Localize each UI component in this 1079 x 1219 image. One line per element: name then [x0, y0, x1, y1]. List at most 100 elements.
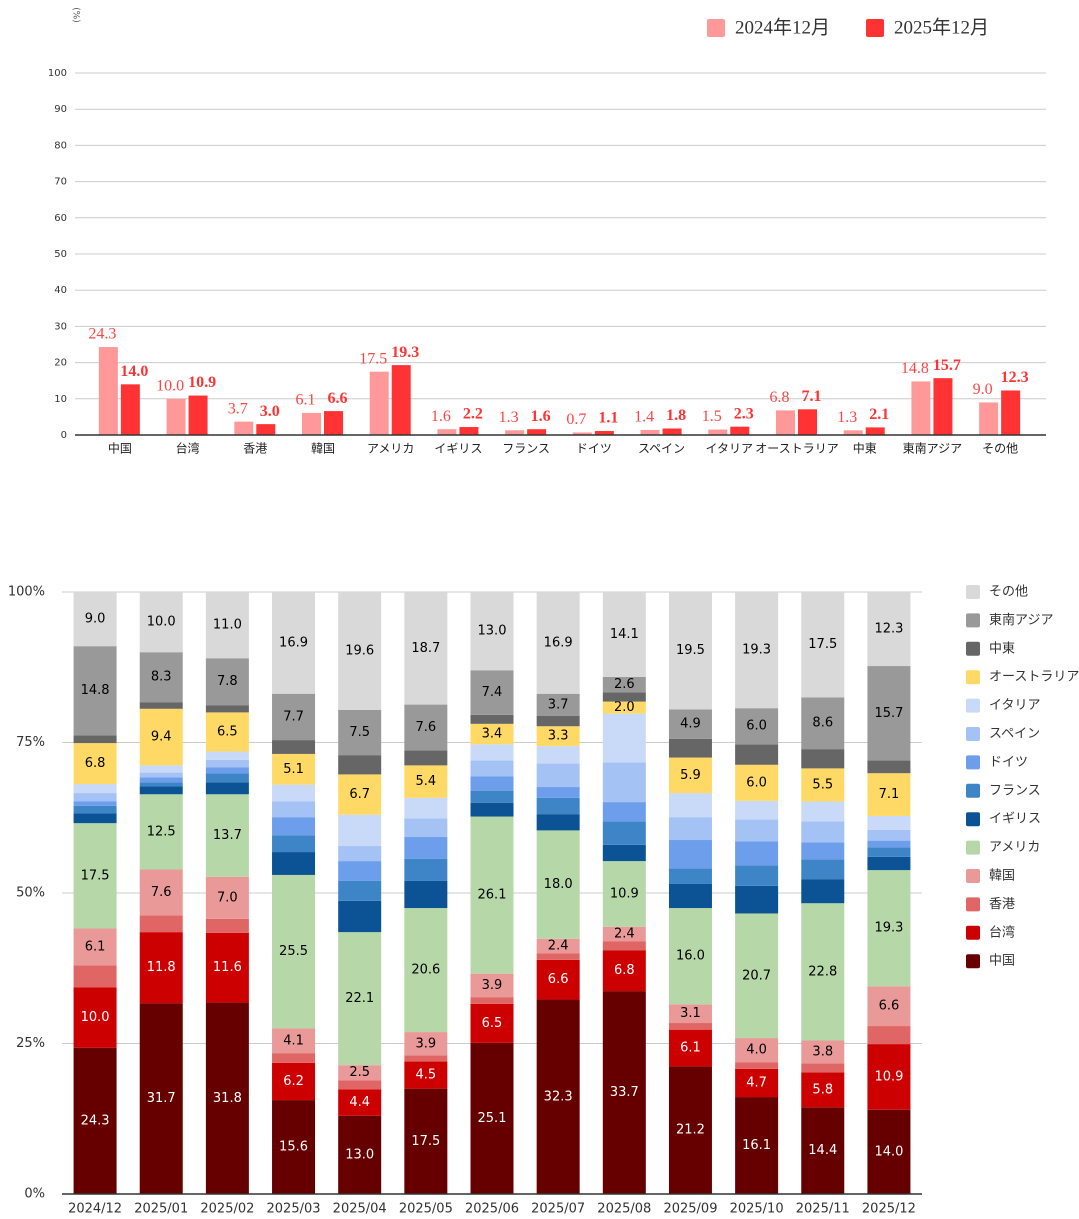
value-label: 10.9	[188, 374, 216, 391]
value-label: 3.0	[260, 403, 280, 420]
bar-segment	[668, 817, 712, 841]
legend-swatch	[966, 613, 980, 628]
bar-segment	[735, 865, 779, 886]
bar-segment	[867, 1109, 911, 1194]
legend-label: フランス	[989, 783, 1041, 798]
bar-segment	[272, 852, 316, 875]
bar-segment	[470, 592, 514, 671]
bar-segment	[735, 819, 779, 842]
value-label: 19.5	[676, 643, 705, 658]
value-label: 6.6	[879, 999, 900, 1014]
bar-segment	[735, 744, 779, 765]
value-label: 2.5	[349, 1065, 370, 1080]
y-tick-label: 60	[54, 213, 67, 224]
x-tick-label: 2025/08	[597, 1202, 651, 1217]
bar-segment	[536, 592, 580, 694]
value-label: 16.9	[544, 635, 573, 650]
value-label: 5.9	[680, 768, 701, 783]
value-label: 10.0	[81, 1010, 110, 1025]
bar-segment	[404, 765, 448, 798]
value-label: 3.1	[680, 1006, 701, 1021]
bar-segment	[139, 1003, 183, 1194]
value-label: 5.5	[812, 777, 833, 792]
bar-segment	[867, 760, 911, 774]
bar-segment	[205, 751, 249, 760]
value-label: 6.1	[296, 392, 316, 409]
bar-segment	[735, 1038, 779, 1063]
bar-segment	[272, 874, 316, 1029]
value-label: 16.1	[742, 1138, 771, 1153]
value-label: 7.5	[349, 725, 370, 740]
value-label: 1.8	[666, 407, 686, 424]
value-label: 4.9	[680, 717, 701, 732]
value-label: 6.2	[283, 1074, 304, 1089]
bar-segment	[735, 1062, 779, 1069]
bar-segment	[536, 797, 580, 815]
value-label: 7.6	[151, 885, 172, 900]
value-label: 4.7	[746, 1075, 767, 1090]
bar	[843, 430, 863, 435]
bar-segment	[536, 999, 580, 1194]
bar-segment	[470, 973, 514, 998]
value-label: 4.4	[349, 1095, 370, 1110]
value-label: 1.1	[598, 410, 618, 427]
bar-segment	[536, 938, 580, 954]
value-label: 12.3	[1001, 369, 1029, 386]
bar-segment	[272, 801, 316, 818]
value-label: 6.1	[85, 939, 106, 954]
bar-segment	[272, 1053, 316, 1063]
bar-segment	[470, 670, 514, 715]
bar-segment	[205, 705, 249, 713]
bar-segment	[205, 658, 249, 706]
bar-segment	[73, 743, 117, 785]
value-label: 3.8	[812, 1044, 833, 1059]
value-label: 33.7	[610, 1085, 639, 1100]
legend-swatch	[966, 755, 980, 770]
bar-segment	[735, 764, 779, 801]
bar-segment	[73, 793, 117, 802]
bar	[662, 428, 682, 435]
bar-segment	[536, 830, 580, 939]
y-tick-label: 50%	[16, 886, 45, 901]
bar-segment	[205, 712, 249, 752]
value-label: 14.0	[120, 363, 148, 380]
bar-segment	[602, 762, 646, 803]
x-tick-label: イタリア	[706, 442, 754, 456]
bar-segment	[801, 859, 845, 880]
value-label: 1.6	[531, 408, 551, 425]
value-label: 17.5	[808, 637, 837, 652]
bar-segment	[404, 704, 448, 751]
bar	[933, 378, 953, 435]
legend-label: スペイン	[989, 727, 1040, 742]
x-tick-label: 中東	[853, 441, 877, 456]
value-label: 13.7	[213, 828, 242, 843]
bar-segment	[470, 802, 514, 817]
legend-swatch	[966, 869, 980, 883]
bar-segment	[668, 883, 712, 909]
bar-segment	[536, 787, 580, 798]
bar-segment	[272, 784, 316, 802]
x-tick-label: 2025/04	[333, 1202, 387, 1217]
bar	[302, 412, 321, 435]
bar	[505, 430, 525, 435]
value-label: 2.1	[869, 406, 889, 423]
bar-segment	[801, 1040, 845, 1064]
value-label: 6.6	[548, 972, 569, 987]
bar-segment	[867, 829, 911, 841]
bar-segment	[668, 840, 712, 869]
y-tick-label: 100%	[8, 585, 45, 600]
bar-segment	[338, 932, 382, 1066]
x-tick-label: 東南アジア	[903, 441, 963, 456]
bar-segment	[272, 1100, 316, 1194]
bar-segment	[470, 790, 514, 803]
value-label: 11.8	[147, 960, 176, 975]
x-tick-label: 2025/06	[465, 1202, 519, 1217]
bar-segment	[470, 714, 514, 724]
bar-segment	[668, 793, 712, 818]
legend-label: 東南アジア	[989, 612, 1053, 628]
value-label: 2.4	[614, 926, 635, 941]
y-tick-label: 50	[54, 249, 67, 260]
value-label: 31.7	[147, 1091, 176, 1106]
value-label: 25.1	[478, 1111, 507, 1126]
value-label: 3.4	[482, 727, 503, 742]
